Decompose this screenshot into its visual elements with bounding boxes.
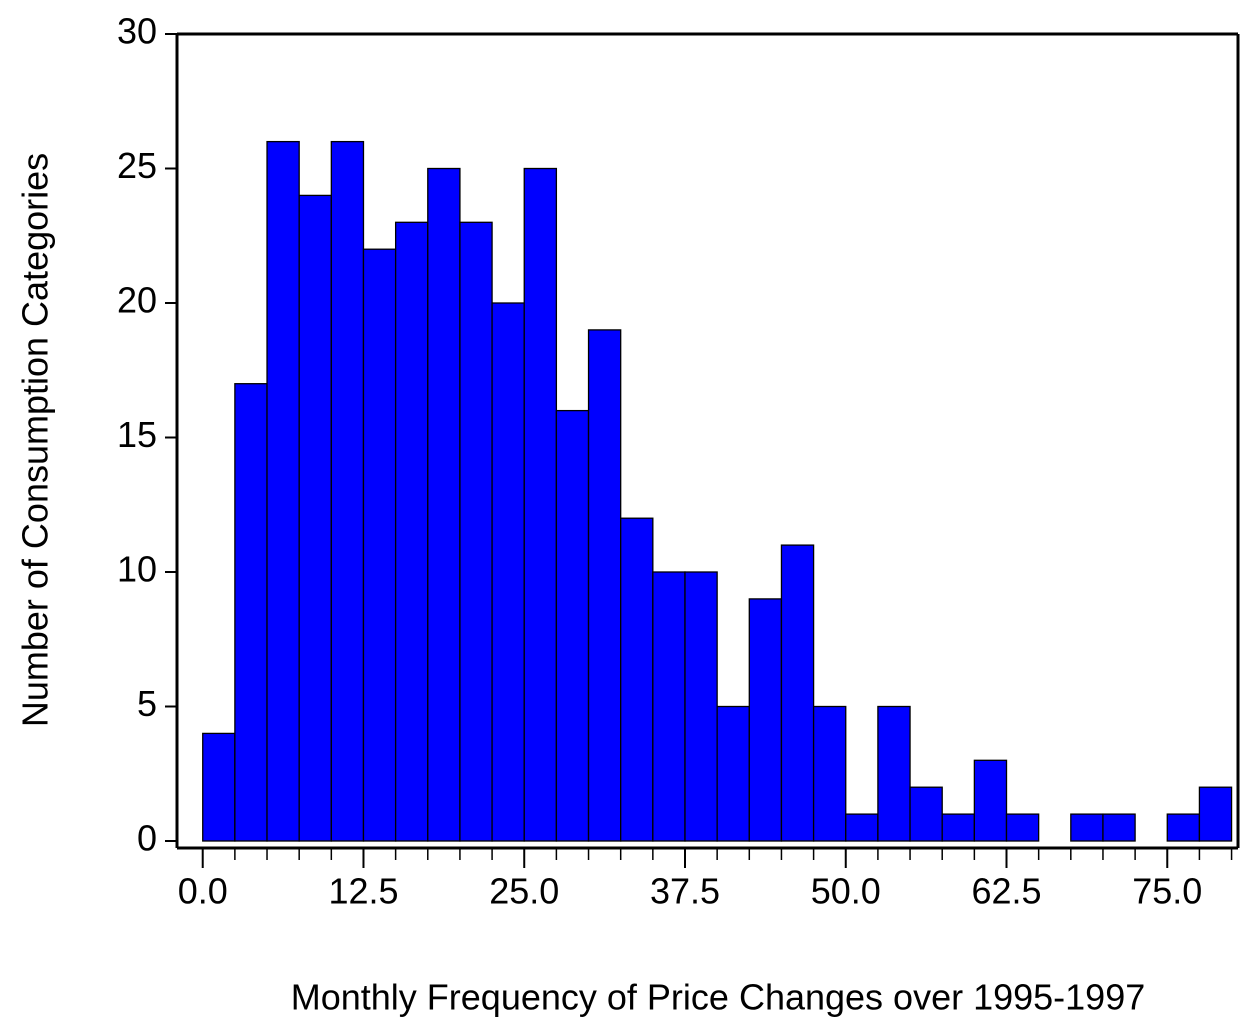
bar: [845, 813, 879, 842]
bar: [459, 221, 493, 842]
y-tick-label: 5: [137, 683, 157, 724]
x-tick-label: 50.0: [811, 871, 881, 912]
y-tick-label: 0: [137, 818, 157, 859]
x-tick-label: 37.5: [650, 871, 720, 912]
bar: [1005, 813, 1040, 842]
bar: [394, 221, 429, 842]
x-axis-label: Monthly Frequency of Price Changes over …: [291, 977, 1146, 1018]
bar: [684, 571, 718, 842]
bar: [973, 759, 1008, 842]
bar: [555, 409, 590, 842]
bar: [362, 248, 397, 842]
bar: [909, 786, 943, 842]
bar: [620, 517, 654, 842]
y-tick-label: 20: [117, 280, 157, 321]
x-tick-label: 25.0: [489, 871, 559, 912]
y-tick-label: 25: [117, 145, 157, 186]
bar: [427, 167, 461, 842]
bar: [298, 194, 332, 842]
y-axis-label: Number of Consumption Categories: [15, 153, 56, 727]
x-tick-label: 12.5: [328, 871, 398, 912]
bar: [234, 383, 268, 842]
x-tick-label: 75.0: [1132, 871, 1202, 912]
bar: [877, 705, 911, 842]
bar: [1198, 786, 1233, 842]
bar: [330, 140, 365, 842]
bar: [1102, 813, 1136, 842]
bar: [266, 140, 300, 842]
bar: [941, 813, 976, 842]
bar: [748, 598, 783, 842]
bar: [202, 732, 236, 842]
bar: [587, 329, 622, 842]
bar: [1166, 813, 1201, 842]
y-tick-label: 15: [117, 414, 157, 455]
bar: [523, 167, 558, 842]
bar: [1070, 813, 1104, 842]
x-tick-label: 0.0: [178, 871, 228, 912]
bar: [716, 705, 750, 842]
y-tick-label: 10: [117, 549, 157, 590]
bar: [491, 302, 525, 842]
x-tick-label: 62.5: [971, 871, 1041, 912]
bar: [812, 705, 847, 842]
y-tick-label: 30: [117, 11, 157, 52]
bar: [780, 544, 815, 842]
bar: [652, 571, 686, 842]
